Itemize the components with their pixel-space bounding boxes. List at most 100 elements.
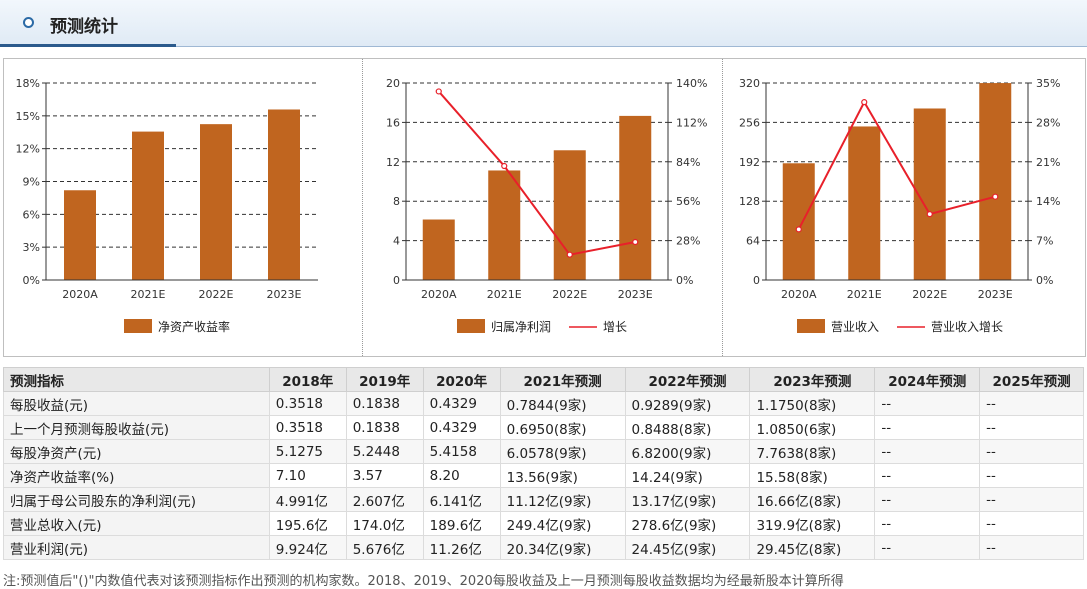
value-cell: 278.6亿(9家) — [624, 511, 751, 536]
value-cell: 8.20 — [422, 463, 501, 488]
x-tick-label: 2021E — [847, 288, 882, 301]
legend-swatch-bar — [457, 319, 485, 333]
value-cell: -- — [979, 463, 1084, 488]
value-cell: -- — [874, 511, 981, 536]
y2-tick-label: 112% — [676, 116, 707, 129]
value-cell: 2.607亿 — [345, 487, 424, 512]
value-cell: 3.57 — [345, 463, 424, 488]
value-cell: 16.66亿(8家) — [749, 487, 876, 512]
value-cell: 1.1750(8家) — [749, 391, 876, 416]
column-header: 2025年预测 — [979, 367, 1084, 392]
roe-chart: 0% 3% 6% 9% 12% 15% 18% 2020A 2021E 2022E 2023E 净资产… — [16, 77, 318, 334]
value-cell: 195.6亿 — [268, 511, 347, 536]
row-label-cell: 净资产收益率(%) — [3, 463, 270, 488]
column-header: 2024年预测 — [874, 367, 981, 392]
value-cell: 13.56(9家) — [499, 463, 626, 488]
value-cell: 0.6950(8家) — [499, 415, 626, 440]
legend-label: 净资产收益率 — [158, 319, 230, 334]
value-cell: 7.10 — [268, 463, 347, 488]
growth-point — [632, 238, 639, 246]
x-tick-label: 2021E — [131, 288, 166, 301]
value-cell: 249.4亿(9家) — [499, 511, 626, 536]
value-cell: 11.12亿(9家) — [499, 487, 626, 512]
growth-point — [926, 211, 933, 218]
y-tick-label: 256 — [739, 116, 760, 129]
value-cell: -- — [874, 487, 981, 512]
chart-panel-net-profit: 0 0% 4 28% 8 56% 12 84% 16 112% 20 140% 2020A 2021E 20… — [362, 59, 722, 356]
column-header: 2022年预测 — [624, 367, 751, 392]
value-cell: 6.0578(9家) — [499, 439, 626, 464]
chart-bar — [64, 190, 96, 280]
chart-bar — [848, 126, 881, 280]
value-cell: 0.4329 — [422, 415, 501, 440]
y-tick-label: 16 — [386, 116, 400, 129]
value-cell: 0.9289(9家) — [624, 391, 751, 416]
forecast-table: 预测指标 2018年 2019年 2020年 2021年预测 2022年预测 2023年预测… — [3, 367, 1084, 560]
chart-bar — [422, 219, 455, 280]
value-cell: 0.7844(9家) — [499, 391, 626, 416]
value-cell: 20.34亿(9家) — [499, 535, 626, 560]
y-tick-label: 3% — [23, 241, 40, 254]
growth-line — [797, 100, 996, 230]
y2-tick-label: 14% — [1036, 195, 1060, 208]
charts-area: 0% 3% 6% 9% 12% 15% 18% 2020A 2021E 2022E 2023E 净资产… — [3, 58, 1086, 357]
row-label-cell: 上一个月预测每股收益(元) — [3, 415, 270, 440]
y2-tick-label: 7% — [1036, 235, 1053, 248]
row-label-cell: 每股收益(元) — [3, 391, 270, 416]
value-cell: 189.6亿 — [422, 511, 501, 536]
chart-bar — [553, 150, 586, 280]
value-cell: 319.9亿(8家) — [749, 511, 876, 536]
value-cell: -- — [979, 535, 1084, 560]
column-header: 2021年预测 — [499, 367, 626, 392]
growth-point — [861, 99, 868, 106]
value-cell: 5.676亿 — [345, 535, 424, 560]
legend-label: 营业收入增长 — [931, 320, 1003, 334]
value-cell: 14.24(9家) — [624, 463, 751, 488]
chart-bar — [132, 131, 164, 280]
header-accent-bar — [0, 44, 176, 47]
chart-panel-revenue: 0 0% 64 7% 128 14% 192 21% 256 28% 320 35% 2020A 2021… — [722, 59, 1085, 356]
growth-point — [992, 193, 999, 200]
value-cell: 6.141亿 — [422, 487, 501, 512]
chart-bar — [488, 170, 521, 280]
column-header: 2020年 — [422, 367, 501, 392]
panel-divider — [722, 59, 723, 356]
y2-tick-label: 35% — [1036, 77, 1060, 90]
value-cell: 6.8200(9家) — [624, 439, 751, 464]
value-cell: 4.991亿 — [268, 487, 347, 512]
chart-bar — [782, 163, 815, 280]
section-header: 预测统计 — [0, 0, 1087, 47]
value-cell: 11.26亿 — [422, 535, 501, 560]
value-cell: 5.2448 — [345, 439, 424, 464]
value-cell: -- — [979, 439, 1084, 464]
x-tick-label: 2020A — [62, 288, 98, 301]
value-cell: 13.17亿(9家) — [624, 487, 751, 512]
y2-tick-label: 56% — [676, 195, 700, 208]
table-row: 营业利润(元) 9.924亿 5.676亿 11.26亿 20.34亿(9家) 24.45… — [3, 535, 1084, 560]
growth-point — [566, 251, 573, 258]
value-cell: -- — [874, 439, 981, 464]
chart-bar — [268, 109, 300, 280]
y-tick-label: 0% — [23, 274, 40, 287]
row-label-cell: 营业总收入(元) — [3, 511, 270, 536]
y-tick-label: 18% — [16, 77, 40, 90]
table-row: 净资产收益率(%) 7.10 3.57 8.20 13.56(9家) 14.24(9家) 1… — [3, 463, 1084, 488]
legend-label: 归属净利润 — [491, 320, 551, 334]
x-tick-label: 2020A — [421, 288, 457, 301]
growth-point — [795, 226, 802, 233]
value-cell: -- — [979, 391, 1084, 416]
chart-bar — [200, 124, 232, 280]
y2-tick-label: 28% — [1036, 116, 1060, 129]
value-cell: 29.45亿(8家) — [749, 535, 876, 560]
panel-divider — [362, 59, 363, 356]
value-cell: 7.7638(8家) — [749, 439, 876, 464]
y-tick-label: 320 — [739, 77, 760, 90]
legend-swatch-bar — [797, 319, 825, 333]
y2-tick-label: 21% — [1036, 156, 1060, 169]
x-tick-label: 2020A — [781, 288, 817, 301]
growth-point — [501, 162, 508, 170]
value-cell: 0.4329 — [422, 391, 501, 416]
y-tick-label: 20 — [386, 77, 400, 90]
value-cell: 15.58(8家) — [749, 463, 876, 488]
value-cell: -- — [874, 391, 981, 416]
